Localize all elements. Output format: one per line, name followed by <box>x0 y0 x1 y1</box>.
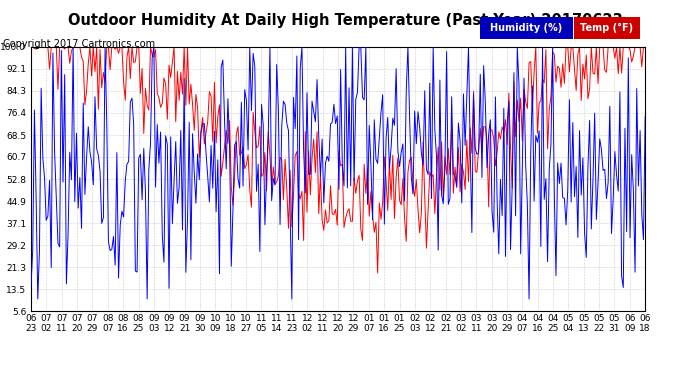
Text: Copyright 2017 Cartronics.com: Copyright 2017 Cartronics.com <box>3 39 155 50</box>
Text: Temp (°F): Temp (°F) <box>580 23 633 33</box>
Text: Outdoor Humidity At Daily High Temperature (Past Year) 20170623: Outdoor Humidity At Daily High Temperatu… <box>68 13 622 28</box>
Text: Humidity (%): Humidity (%) <box>490 23 562 33</box>
